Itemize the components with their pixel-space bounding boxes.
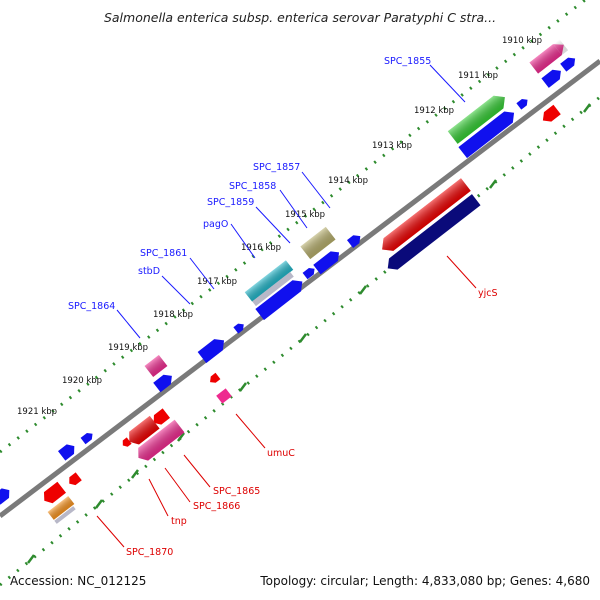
kbp-label: 1920 kbp (62, 376, 102, 386)
gene-cyan[interactable] (244, 260, 294, 302)
kbp-label: 1911 kbp (458, 71, 498, 81)
gene-spc-1864[interactable] (144, 354, 168, 378)
kbp-label: 1919 kbp (108, 343, 148, 353)
gene-blue[interactable] (255, 276, 306, 321)
gene-label[interactable]: tnp (171, 516, 187, 527)
gene-umuC[interactable] (216, 388, 232, 404)
gene-blue[interactable] (560, 55, 578, 72)
forward-strand-genes (0, 39, 578, 505)
gene-spc-1855[interactable] (447, 91, 510, 144)
gene-spc-1865[interactable] (150, 408, 170, 427)
gene-label[interactable]: pagO (203, 219, 228, 230)
kbp-label: 1918 kbp (153, 310, 193, 320)
gene-blue[interactable] (233, 321, 246, 334)
top-gene-labels: SPC_1855 SPC_1857 SPC_1858 SPC_1859 pagO… (68, 56, 431, 312)
outer-dotted-track (0, 0, 586, 454)
gene-tnp[interactable] (40, 481, 66, 507)
gene-red[interactable] (124, 415, 160, 448)
gene-label[interactable]: SPC_1858 (229, 181, 276, 192)
top-label-leaders (116, 64, 466, 339)
gene-label[interactable]: umuC (267, 448, 295, 459)
gene-label[interactable]: SPC_1864 (68, 301, 115, 312)
gene-yjcS[interactable] (377, 178, 471, 256)
kbp-label: 1916 kbp (241, 243, 281, 253)
gene-blue[interactable] (313, 248, 342, 275)
kbp-label: 1913 kbp (372, 141, 412, 151)
gene-blue[interactable] (346, 232, 363, 249)
gene-blue[interactable] (541, 66, 564, 88)
kbp-label: 1912 kbp (414, 106, 454, 116)
gene-blue[interactable] (0, 485, 13, 505)
kbp-label: 1915 kbp (285, 210, 325, 220)
gene-grey[interactable] (252, 271, 294, 307)
gene-red[interactable] (539, 104, 561, 126)
gene-spc-1857[interactable] (300, 226, 336, 260)
kbp-label: 1921 kbp (17, 407, 57, 417)
kbp-label: 1917 kbp (197, 277, 237, 287)
accession-text: Accession: NC_012125 (10, 574, 147, 588)
gene-blue[interactable] (153, 371, 175, 393)
gene-label[interactable]: SPC_1865 (213, 486, 260, 497)
genome-summary-text: Topology: circular; Length: 4,833,080 bp… (260, 574, 590, 588)
kbp-label: 1910 kbp (502, 36, 542, 46)
gene-blue[interactable] (58, 441, 78, 461)
gene-blue[interactable] (80, 431, 95, 445)
gene-blue[interactable] (458, 107, 518, 159)
kbp-label: 1914 kbp (328, 176, 368, 186)
gene-blue[interactable] (197, 335, 229, 364)
gene-red[interactable] (208, 372, 221, 385)
gene-label[interactable]: SPC_1859 (207, 197, 254, 208)
gene-label[interactable]: SPC_1870 (126, 547, 173, 558)
gene-label[interactable]: SPC_1855 (384, 56, 431, 67)
gene-pink[interactable] (529, 39, 569, 74)
gene-label[interactable]: SPC_1866 (193, 501, 240, 512)
gene-red[interactable] (66, 472, 82, 487)
gene-spc-1866[interactable] (134, 419, 185, 465)
bottom-label-leaders (96, 255, 477, 548)
gene-grey[interactable] (54, 506, 76, 524)
gene-blue[interactable] (302, 266, 317, 280)
gene-label[interactable]: SPC_1857 (253, 162, 300, 173)
kbp-scale: 1910 kbp 1911 kbp 1912 kbp 1913 kbp 1914… (17, 36, 542, 417)
bottom-gene-labels: yjcS umuC SPC_1865 SPC_1866 tnp SPC_1870 (126, 288, 498, 558)
reverse-strand-genes (40, 104, 561, 524)
gene-label[interactable]: SPC_1861 (140, 248, 187, 259)
gene-label[interactable]: stbD (138, 266, 160, 277)
gene-navy[interactable] (383, 194, 481, 274)
map-title: Salmonella enterica subsp. enterica sero… (103, 10, 497, 25)
gene-red[interactable] (120, 437, 132, 448)
gene-label[interactable]: yjcS (478, 288, 498, 299)
gene-blue[interactable] (516, 97, 530, 110)
gene-spc-1870[interactable] (47, 496, 75, 520)
